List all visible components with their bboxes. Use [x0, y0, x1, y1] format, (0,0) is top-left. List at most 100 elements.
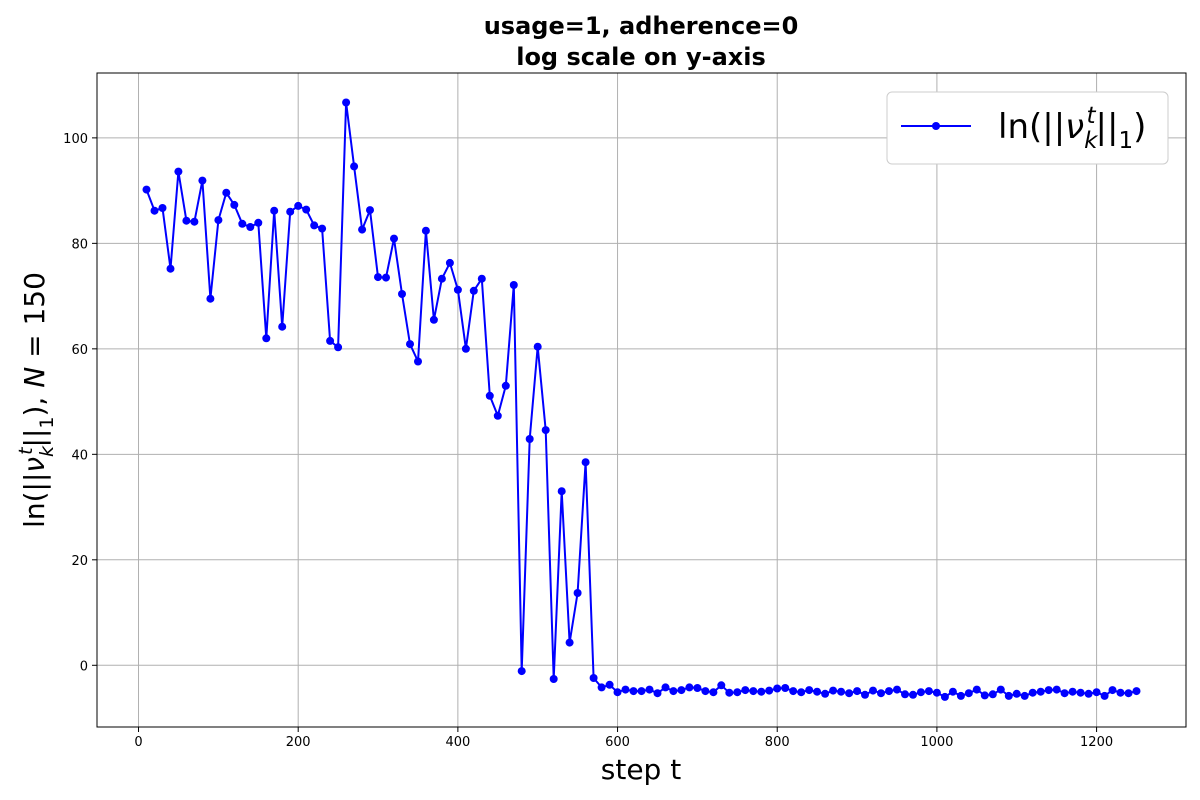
data-point: [1060, 689, 1069, 698]
data-point: [206, 294, 215, 303]
data-point: [781, 684, 790, 692]
data-point: [573, 589, 582, 597]
data-point: [166, 264, 175, 273]
data-point: [1028, 688, 1037, 697]
data-point: [813, 687, 822, 696]
data-point: [437, 274, 446, 283]
x-tick-label: 400: [445, 735, 470, 750]
data-point: [1020, 691, 1029, 700]
data-point: [685, 683, 694, 692]
data-point: [310, 221, 319, 230]
data-point: [629, 687, 638, 696]
data-point: [757, 687, 766, 696]
data-point: [1012, 689, 1021, 698]
data-point: [270, 206, 279, 215]
data-point: [1052, 685, 1061, 694]
data-point: [1116, 688, 1125, 697]
data-point: [853, 687, 862, 696]
data-point: [453, 285, 462, 294]
chart-title-line-1: usage=1, adherence=0: [484, 12, 799, 40]
data-point: [533, 342, 542, 351]
data-point: [797, 688, 806, 697]
data-point: [493, 411, 502, 420]
data-point: [1100, 691, 1109, 700]
x-tick-label: 200: [286, 735, 311, 750]
data-point: [549, 675, 558, 683]
data-point: [142, 185, 151, 194]
data-point: [334, 343, 343, 352]
data-point: [485, 391, 494, 400]
y-tick-label: 0: [80, 659, 88, 674]
data-point: [653, 689, 662, 698]
data-point: [893, 685, 901, 694]
data-point: [230, 200, 239, 209]
data-point: [741, 686, 750, 695]
data-point: [565, 638, 574, 647]
data-point: [845, 689, 854, 698]
data-point: [916, 688, 925, 697]
data-point: [517, 667, 526, 676]
data-point: [885, 687, 893, 696]
data-point: [238, 219, 247, 228]
data-point: [869, 686, 877, 695]
data-point: [366, 206, 374, 215]
data-point: [733, 688, 742, 697]
data-point: [749, 687, 758, 696]
data-point: [1036, 687, 1045, 696]
data-point: [877, 689, 885, 698]
legend-box: [886, 91, 1169, 165]
data-point: [1108, 686, 1117, 695]
data-point: [613, 688, 622, 697]
y-tick-label: 100: [63, 132, 88, 147]
data-point: [501, 381, 510, 390]
data-point: [509, 281, 518, 289]
data-point: [246, 223, 255, 231]
data-point: [374, 273, 382, 282]
data-point: [709, 688, 718, 697]
plot-area-frame: [96, 72, 1187, 728]
data-point: [294, 201, 303, 210]
data-point: [182, 216, 191, 225]
data-point: [988, 690, 997, 699]
data-point: [1004, 691, 1013, 700]
data-point: [964, 689, 973, 698]
data-point: [1084, 689, 1093, 698]
data-point: [461, 344, 470, 353]
data-point: [637, 687, 646, 696]
data-point: [940, 692, 949, 701]
legend-marker-sample: [932, 122, 940, 130]
data-point: [805, 686, 814, 695]
data-point: [956, 691, 965, 700]
data-point: [158, 204, 167, 212]
data-point: [861, 690, 869, 699]
data-point: [326, 336, 335, 345]
data-point: [789, 687, 798, 696]
data-point: [541, 426, 550, 435]
data-point: [278, 322, 287, 331]
data-point: [445, 258, 454, 267]
chart-title-line-2: log scale on y-axis: [516, 43, 766, 71]
axis-ticks: 0 200 400 600 800 1000 1200 0 20 40 60 80 100: [63, 132, 1113, 750]
data-point: [1092, 688, 1101, 697]
data-point: [589, 674, 598, 682]
data-point: [406, 340, 414, 349]
data-point: [661, 683, 670, 692]
data-point: [605, 680, 614, 689]
x-tick-label: 1000: [920, 735, 953, 750]
data-point: [621, 685, 630, 694]
data-point: [901, 690, 909, 699]
data-point: [597, 683, 606, 692]
x-tick-label: 0: [134, 735, 142, 750]
data-point: [150, 206, 159, 215]
data-point: [254, 218, 263, 227]
data-point: [581, 458, 590, 467]
data-point: [469, 286, 478, 295]
data-point: [358, 225, 367, 234]
data-point: [414, 357, 422, 366]
data-point: [382, 273, 390, 282]
data-point: [302, 205, 311, 214]
data-point: [190, 217, 199, 226]
data-point: [390, 234, 398, 243]
data-point: [693, 684, 702, 692]
